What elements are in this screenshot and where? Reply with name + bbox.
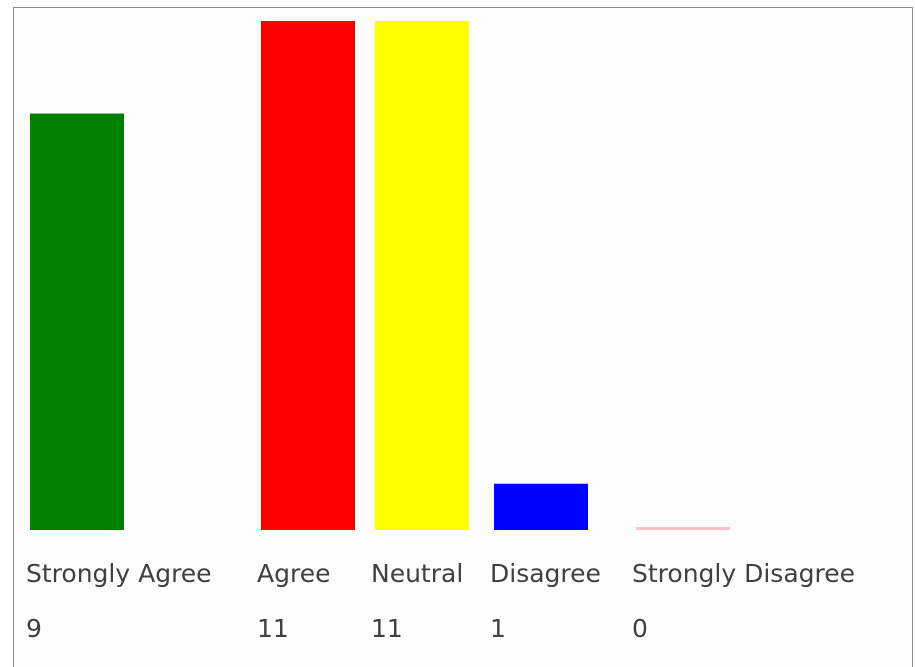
- bar-neutral: [375, 21, 469, 530]
- value-label: 9: [26, 614, 42, 643]
- category-label: Strongly Agree: [26, 559, 212, 588]
- bar-strongly-agree: [30, 113, 124, 530]
- category-label: Strongly Disagree: [632, 559, 855, 588]
- bars-group: [30, 21, 730, 530]
- bar-agree: [261, 21, 355, 530]
- value-label: 11: [257, 614, 289, 643]
- value-labels: 9 11 11 1 0: [26, 614, 648, 643]
- category-label: Disagree: [490, 559, 601, 588]
- bar-disagree: [494, 483, 588, 530]
- category-label: Agree: [257, 559, 330, 588]
- value-label: 11: [371, 614, 403, 643]
- category-label: Neutral: [371, 559, 463, 588]
- value-label: 1: [490, 614, 506, 643]
- bar-chart: Strongly Agree Agree Neutral Disagree Strong…: [26, 21, 855, 643]
- bar-strongly-disagree: [636, 527, 730, 530]
- category-labels: Strongly Agree Agree Neutral Disagree Strong…: [26, 559, 855, 588]
- value-label: 0: [632, 614, 648, 643]
